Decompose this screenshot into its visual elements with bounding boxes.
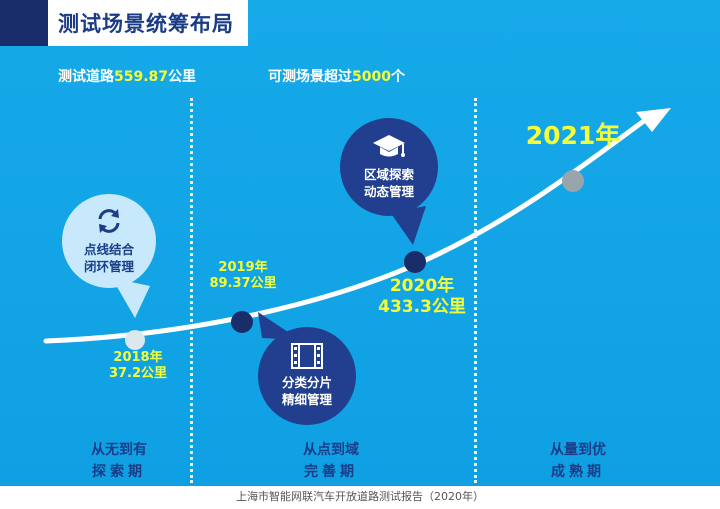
stat-value: 5000 (352, 69, 391, 85)
title-bar: 测试场景统筹布局 (0, 0, 248, 46)
milestone-label-2019: 2019年 89.37公里 (209, 260, 277, 292)
timeline-panel: 测试场景统筹布局 测试道路559.87公里 可测场景超过5000个 2018年 … (0, 0, 720, 486)
stat-scenarios: 可测场景超过5000个 (268, 66, 405, 86)
milestone-dot-2020 (404, 251, 426, 273)
bubble-tail (390, 206, 426, 245)
phase-improvement: 从点到域 完善期 (303, 442, 359, 480)
milestone-label-2021: 2021年 (525, 121, 621, 150)
page-title: 测试场景统筹布局 (58, 12, 234, 36)
milestone-label-2020: 2020年 433.3公里 (378, 276, 466, 318)
bubble-zoned-management: 分类分片 精细管理 (258, 327, 356, 425)
bubble-tail (112, 278, 150, 318)
bubble-dynamic-management: 区域探索 动态管理 (340, 118, 438, 216)
stat-unit: 个 (390, 69, 405, 85)
graduation-cap-icon (373, 135, 405, 158)
stat-label: 可测场景超过 (268, 69, 352, 85)
stat-label: 测试道路 (58, 69, 114, 85)
film-strip-icon (291, 343, 323, 370)
milestone-dot-2018 (125, 330, 145, 350)
stat-value: 559.87 (114, 69, 169, 85)
milestone-label-2018: 2018年 37.2公里 (108, 350, 168, 382)
phase-maturity: 从量到优 成熟期 (550, 442, 606, 480)
phase-divider (190, 98, 193, 483)
stat-unit: 公里 (168, 69, 197, 85)
milestone-dot-2021 (562, 170, 584, 192)
source-footer: 上海市智能网联汽车开放道路测试报告（2020年） (236, 490, 484, 503)
milestone-dot-2019 (231, 311, 253, 333)
refresh-cycle-icon (98, 209, 120, 234)
stat-road-length: 测试道路559.87公里 (58, 66, 196, 86)
phase-divider (474, 98, 477, 483)
bubble-loop-management: 点线结合 闭环管理 (62, 194, 156, 288)
phase-exploration: 从无到有 探索期 (91, 442, 147, 480)
title-accent (0, 0, 48, 46)
growth-curve-arrowhead (636, 108, 671, 132)
